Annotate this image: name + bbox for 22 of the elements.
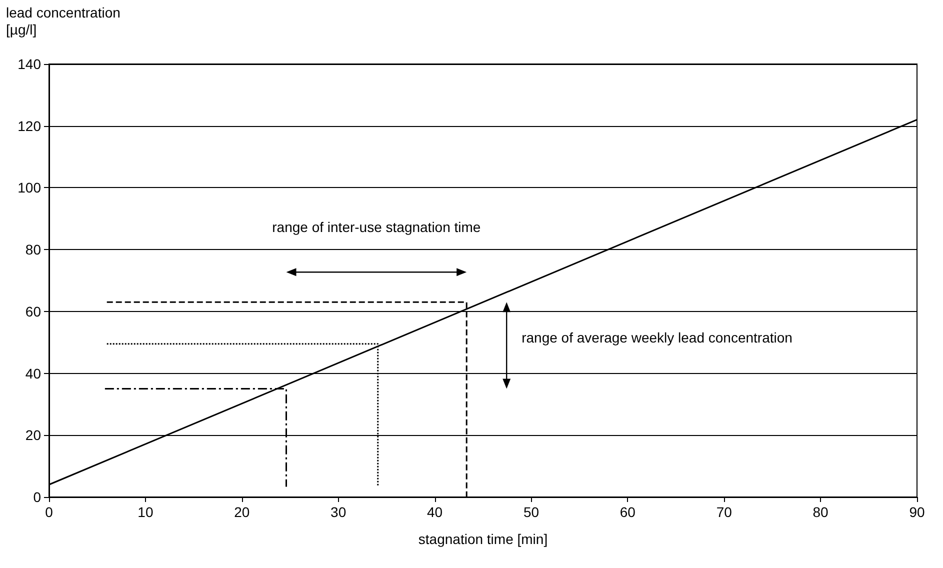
y-tick-label: 60 [25, 303, 42, 320]
y-tick-label: 0 [33, 489, 42, 505]
x-tick-label: 60 [620, 504, 636, 520]
x-tick-label: 90 [909, 504, 925, 520]
x-tick-label: 50 [523, 504, 540, 520]
y-tick-label: 140 [18, 56, 42, 72]
x-axis-title: stagnation time [min] [418, 531, 548, 547]
annotation: range of average weekly lead concentration [522, 329, 792, 346]
y-tick-label: 20 [25, 427, 42, 444]
y-tick-label: 80 [25, 242, 42, 258]
x-tick-label: 70 [716, 504, 732, 520]
x-tick-label: 10 [138, 504, 154, 520]
x-tick-label: 0 [45, 504, 54, 520]
x-tick-label: 40 [426, 504, 443, 520]
x-tick-label: 20 [234, 504, 250, 520]
annotation: range of inter-use stagnation time [272, 219, 481, 236]
y-tick-label: 100 [18, 180, 42, 196]
y-axis-title: lead concentration [µg/l] [6, 4, 124, 38]
y-tick-label: 120 [18, 118, 42, 134]
x-tick-label: 80 [812, 504, 829, 520]
x-tick-label: 30 [330, 504, 346, 520]
y-tick-label: 40 [25, 365, 42, 382]
